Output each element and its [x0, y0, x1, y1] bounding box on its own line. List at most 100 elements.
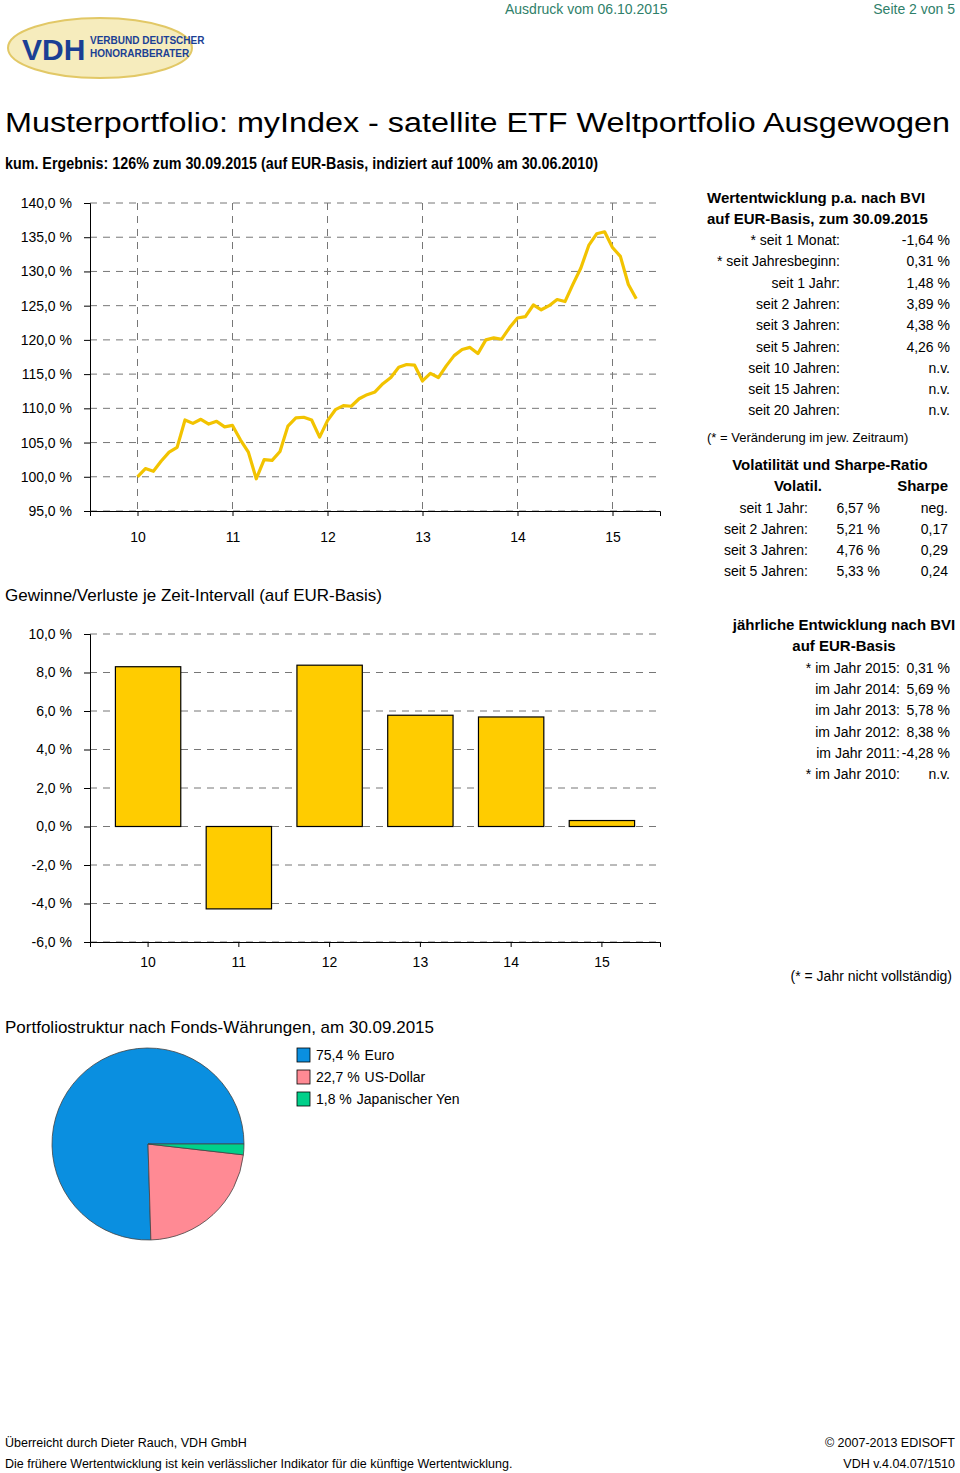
grid-line: [327, 203, 328, 511]
bar: [569, 821, 634, 827]
row-label: seit 3 Jahren:: [724, 542, 808, 558]
tick: 10: [130, 511, 146, 545]
row-label: * seit Jahresbeginn:: [717, 253, 840, 269]
tick-mark: [518, 511, 519, 516]
column-header: Volatil.: [774, 477, 822, 494]
pie-slice: [52, 1048, 244, 1240]
legend-value: 22,7 %: [316, 1069, 360, 1085]
axis: 95,0 %100,0 %105,0 %110,0 %115,0 %120,0 …: [21, 195, 91, 519]
tick-label: 120,0 %: [21, 332, 72, 348]
tick-label: 11: [226, 529, 241, 545]
print-date: Ausdruck vom 06.10.2015: [505, 1, 668, 17]
chart-title: Gewinne/Verluste je Zeit-Intervall (auf …: [5, 586, 382, 605]
bar: [478, 717, 543, 827]
row-value: 0,31 %: [906, 660, 950, 676]
tick-mark: [328, 511, 329, 516]
tick-label: 10,0 %: [28, 626, 72, 642]
grid-line: [90, 203, 660, 204]
tick-label: -6,0 %: [32, 934, 72, 950]
row-label: im Jahr 2011:: [816, 745, 900, 761]
tick-mark: [84, 443, 90, 444]
tick: 12: [320, 511, 336, 545]
tick: 105,0 %: [21, 435, 90, 451]
row-label: seit 20 Jahren:: [748, 402, 840, 418]
grid-line: [90, 305, 660, 306]
row-value: n.v.: [928, 402, 950, 418]
grid-line: [90, 237, 660, 238]
tick-label: 11: [232, 954, 247, 970]
row-label: seit 2 Jahren:: [724, 521, 808, 537]
logo-abbr: VDH: [22, 33, 85, 66]
tick: -4,0 %: [32, 895, 90, 911]
grid: [90, 634, 660, 942]
tick: 100,0 %: [21, 469, 90, 485]
tick: 135,0 %: [21, 229, 90, 245]
tick: 120,0 %: [21, 332, 90, 348]
grid-line: [90, 634, 660, 635]
tick-label: 2,0 %: [36, 780, 72, 796]
legend-swatch: [297, 1048, 310, 1062]
table-title: Volatilität und Sharpe-Ratio: [732, 456, 928, 473]
row-value: neg.: [921, 500, 948, 516]
tick: 140,0 %: [21, 195, 90, 211]
tick-mark: [84, 408, 90, 409]
tick-mark: [84, 788, 90, 789]
tick-label: 140,0 %: [21, 195, 72, 211]
row-value: 5,33 %: [836, 563, 880, 579]
row-value: -1,64 %: [902, 232, 950, 248]
tick: 13: [415, 511, 431, 545]
page-title: Musterportfolio: myIndex - satellite ETF…: [5, 108, 950, 138]
bar: [297, 665, 362, 826]
grid-line: [90, 903, 660, 904]
tick-label: 12: [320, 529, 336, 545]
row-value: 4,38 %: [906, 317, 950, 333]
tick-label: 12: [322, 954, 338, 970]
chart-title: Portfoliostruktur nach Fonds-Währungen, …: [5, 1018, 434, 1037]
tick-mark: [84, 634, 90, 635]
row-label: seit 3 Jahren:: [756, 317, 840, 333]
tick-mark: [138, 511, 139, 516]
tick-label: 135,0 %: [21, 229, 72, 245]
tick: 14: [503, 942, 519, 970]
pie: [52, 1048, 244, 1240]
legend-value: 75,4 %: [316, 1047, 360, 1063]
logo: VDHVERBUND DEUTSCHERHONORARBERATER: [8, 18, 205, 78]
tick-label: 6,0 %: [36, 703, 72, 719]
plot-area: [138, 232, 637, 479]
tick: 95,0 %: [28, 503, 90, 519]
grid-line: [90, 408, 660, 409]
chart-title: kum. Ergebnis: 126% zum 30.09.2015 (auf …: [5, 155, 598, 172]
tick-label: 4,0 %: [36, 741, 72, 757]
tick: 0,0 %: [36, 818, 90, 834]
line-series: [138, 232, 637, 479]
tick: 14: [510, 511, 526, 545]
row-value: 3,89 %: [906, 296, 950, 312]
row-label: seit 10 Jahren:: [748, 360, 840, 376]
row-label: * seit 1 Monat:: [751, 232, 841, 248]
tick: -6,0 %: [32, 934, 90, 950]
row-label: im Jahr 2014:: [815, 681, 900, 697]
axis: 101112131415: [91, 942, 661, 970]
table-title: jährliche Entwicklung nach BVI: [732, 616, 956, 633]
row-value: -4,28 %: [902, 745, 950, 761]
grid-line: [90, 374, 660, 375]
page-number: Seite 2 von 5: [873, 1, 955, 17]
plot-area: [115, 665, 634, 909]
row-label: seit 1 Jahr:: [740, 500, 808, 516]
tick: 6,0 %: [36, 703, 90, 719]
grid-line: [90, 339, 660, 340]
tick: 13: [413, 942, 429, 970]
grid: [90, 203, 660, 511]
bar-chart: Gewinne/Verluste je Zeit-Intervall (auf …: [5, 586, 661, 970]
footer-text: Überreicht durch Dieter Rauch, VDH GmbH: [5, 1436, 247, 1450]
tick-mark: [84, 374, 90, 375]
tick-mark: [84, 477, 90, 478]
tick: 130,0 %: [21, 263, 90, 279]
tick-mark: [84, 942, 90, 943]
tick-mark: [233, 511, 234, 516]
row-value: 6,57 %: [836, 500, 880, 516]
axis-line: [84, 635, 91, 943]
tick: 115,0 %: [22, 366, 90, 382]
tick-mark: [329, 942, 330, 947]
tick-label: 0,0 %: [36, 818, 72, 834]
